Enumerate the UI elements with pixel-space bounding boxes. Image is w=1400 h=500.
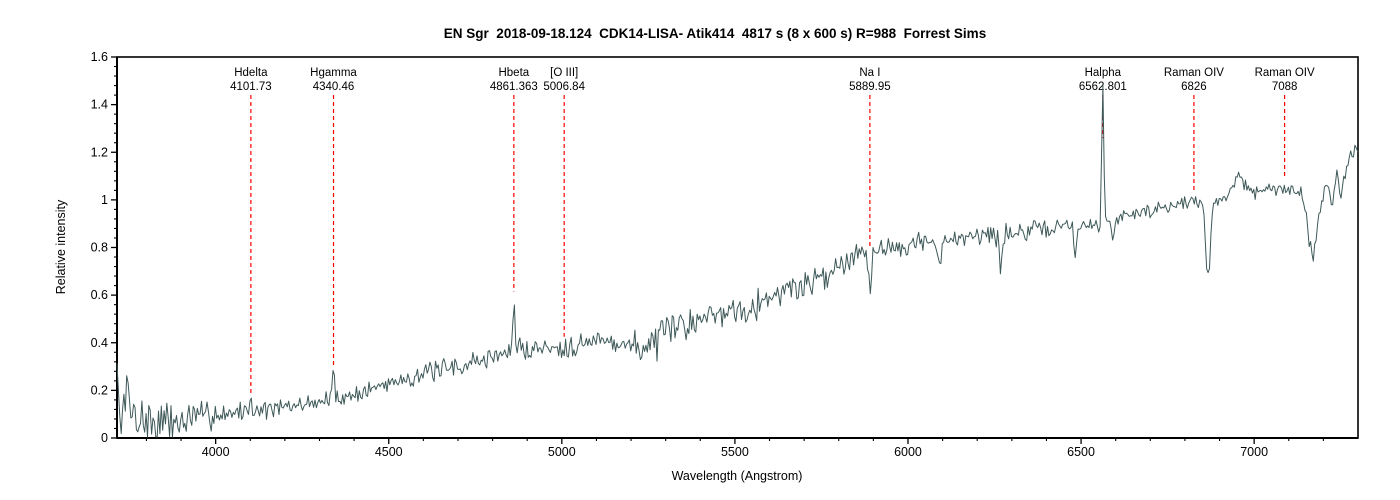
x-tick-label: 6500 (1067, 445, 1095, 459)
y-tick-label: 1 (101, 193, 108, 207)
annotation-label: Halpha (1085, 67, 1122, 79)
annotation-wavelength: 5889.95 (849, 81, 891, 93)
annotation-wavelength: 4101.73 (230, 81, 272, 93)
x-tick-label: 5000 (548, 445, 576, 459)
annotation-label: Hdelta (234, 67, 268, 79)
x-tick-label: 4000 (202, 445, 230, 459)
y-tick-label: 0.4 (91, 336, 108, 350)
plot-title: EN Sgr 2018-09-18.124 CDK14-LISA- Atik41… (443, 26, 987, 41)
plot-border (116, 56, 1359, 439)
annotation-wavelength: 5006.84 (543, 81, 585, 93)
x-axis-title: Wavelength (Angstrom) (671, 469, 803, 483)
y-tick-label: 0.2 (91, 383, 108, 397)
y-tick-label: 0.8 (91, 241, 108, 255)
annotation-label: Hbeta (498, 67, 529, 79)
x-tick-label: 7000 (1240, 445, 1268, 459)
annotation-wavelength: 7088 (1272, 81, 1298, 93)
annotation-label: Hgamma (310, 67, 357, 79)
y-tick-label: 1.4 (91, 98, 108, 112)
y-tick-label: 0 (101, 431, 108, 445)
x-tick-label: 5500 (721, 445, 749, 459)
x-tick-label: 6000 (894, 445, 922, 459)
annotation-wavelength: 6826 (1181, 81, 1207, 93)
annotation-label: [O III] (550, 67, 578, 79)
annotation-label: Raman OIV (1164, 67, 1224, 79)
y-tick-label: 1.2 (91, 145, 108, 159)
annotation-wavelength: 4861.363 (490, 81, 538, 93)
annotation-wavelength: 4340.46 (313, 81, 355, 93)
annotation-label: Na I (859, 67, 880, 79)
x-tick-label: 4500 (375, 445, 403, 459)
annotation-label: Raman OIV (1255, 67, 1315, 79)
spectrum-line (116, 85, 1359, 438)
y-tick-label: 0.6 (91, 288, 108, 302)
y-tick-label: 1.6 (91, 50, 108, 64)
